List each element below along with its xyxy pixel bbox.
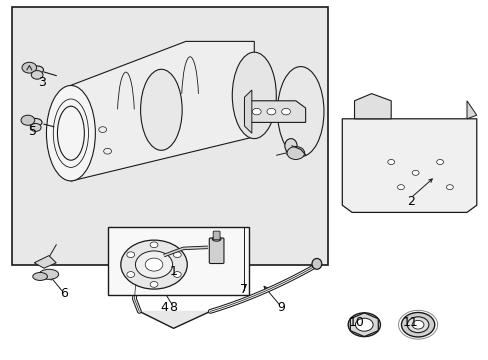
FancyBboxPatch shape bbox=[12, 7, 327, 265]
Circle shape bbox=[266, 108, 275, 115]
Circle shape bbox=[135, 251, 172, 278]
Text: 11: 11 bbox=[402, 316, 418, 329]
Circle shape bbox=[407, 317, 428, 333]
Circle shape bbox=[150, 242, 158, 248]
FancyBboxPatch shape bbox=[107, 227, 249, 295]
Circle shape bbox=[150, 282, 158, 287]
Polygon shape bbox=[244, 90, 251, 133]
Polygon shape bbox=[342, 119, 476, 212]
Circle shape bbox=[145, 258, 163, 271]
Text: 3: 3 bbox=[38, 76, 45, 89]
Text: 1: 1 bbox=[169, 265, 177, 278]
Circle shape bbox=[397, 185, 404, 190]
Circle shape bbox=[30, 123, 41, 131]
Text: 8: 8 bbox=[169, 301, 177, 314]
Circle shape bbox=[401, 312, 434, 337]
Circle shape bbox=[411, 320, 423, 329]
Polygon shape bbox=[71, 41, 254, 181]
Circle shape bbox=[121, 240, 187, 289]
Circle shape bbox=[347, 313, 380, 337]
Ellipse shape bbox=[39, 269, 59, 279]
Circle shape bbox=[411, 170, 418, 175]
Circle shape bbox=[126, 252, 134, 258]
Ellipse shape bbox=[311, 258, 321, 269]
FancyBboxPatch shape bbox=[213, 231, 220, 240]
Polygon shape bbox=[139, 311, 210, 328]
Polygon shape bbox=[354, 94, 390, 119]
Text: 4: 4 bbox=[160, 301, 167, 314]
Circle shape bbox=[281, 108, 290, 115]
Circle shape bbox=[387, 159, 394, 165]
Text: 9: 9 bbox=[277, 301, 285, 314]
Ellipse shape bbox=[212, 237, 221, 241]
Text: 10: 10 bbox=[348, 316, 364, 329]
Circle shape bbox=[436, 159, 443, 165]
Polygon shape bbox=[34, 256, 56, 268]
Ellipse shape bbox=[28, 118, 42, 126]
Circle shape bbox=[31, 71, 43, 79]
Text: 6: 6 bbox=[60, 287, 67, 300]
Circle shape bbox=[252, 108, 261, 115]
Ellipse shape bbox=[46, 86, 95, 181]
Polygon shape bbox=[244, 101, 305, 122]
Ellipse shape bbox=[30, 66, 43, 74]
Circle shape bbox=[22, 62, 37, 73]
Text: 2: 2 bbox=[406, 195, 414, 208]
Polygon shape bbox=[466, 101, 476, 119]
Ellipse shape bbox=[232, 52, 276, 139]
Circle shape bbox=[173, 271, 181, 277]
Text: 5: 5 bbox=[29, 125, 37, 138]
Circle shape bbox=[446, 185, 452, 190]
Ellipse shape bbox=[33, 273, 47, 280]
Circle shape bbox=[173, 252, 181, 258]
Circle shape bbox=[21, 115, 35, 125]
Circle shape bbox=[286, 147, 304, 159]
Ellipse shape bbox=[277, 67, 323, 157]
FancyBboxPatch shape bbox=[209, 238, 224, 264]
Ellipse shape bbox=[284, 139, 296, 153]
Circle shape bbox=[355, 318, 372, 331]
Text: 7: 7 bbox=[240, 283, 248, 296]
Circle shape bbox=[126, 271, 134, 277]
Ellipse shape bbox=[141, 69, 182, 150]
